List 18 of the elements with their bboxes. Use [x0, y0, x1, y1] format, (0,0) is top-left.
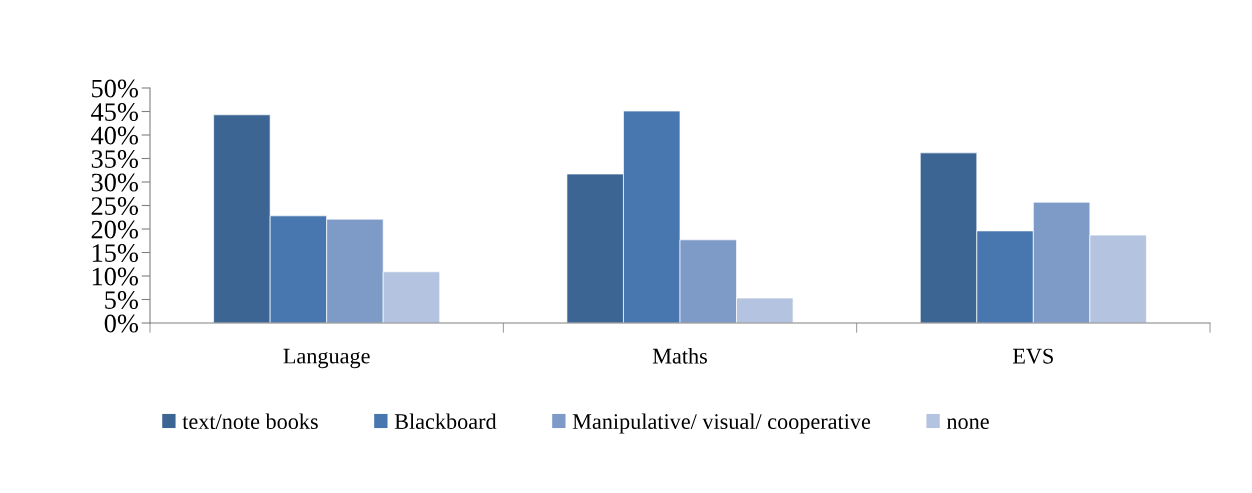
y-tick-label: 50% — [92, 79, 138, 98]
legend-label: Manipulative/ visual/ cooperative — [572, 413, 871, 434]
x-tick-label: EVS — [1012, 348, 1053, 364]
y-tick-label: 45% — [91, 103, 138, 121]
y-tick-label: 40% — [91, 126, 138, 145]
y-tick-label: 10% — [92, 267, 138, 286]
y-tick-label: 5% — [105, 291, 138, 309]
legend-label: Blackboard — [394, 413, 497, 430]
y-tick-label: 0% — [104, 314, 138, 333]
x-tick-label: Maths — [652, 348, 707, 364]
y-tick-label: 25% — [91, 197, 138, 215]
legend-label: text/note books — [182, 413, 318, 430]
x-tick-label: Language — [283, 348, 370, 369]
y-tick-label: 30% — [91, 173, 138, 192]
legend-label: none — [946, 418, 989, 430]
y-tick-label: 20% — [91, 220, 138, 239]
y-tick-label: 35% — [91, 150, 138, 168]
y-tick-label: 15% — [92, 244, 138, 262]
